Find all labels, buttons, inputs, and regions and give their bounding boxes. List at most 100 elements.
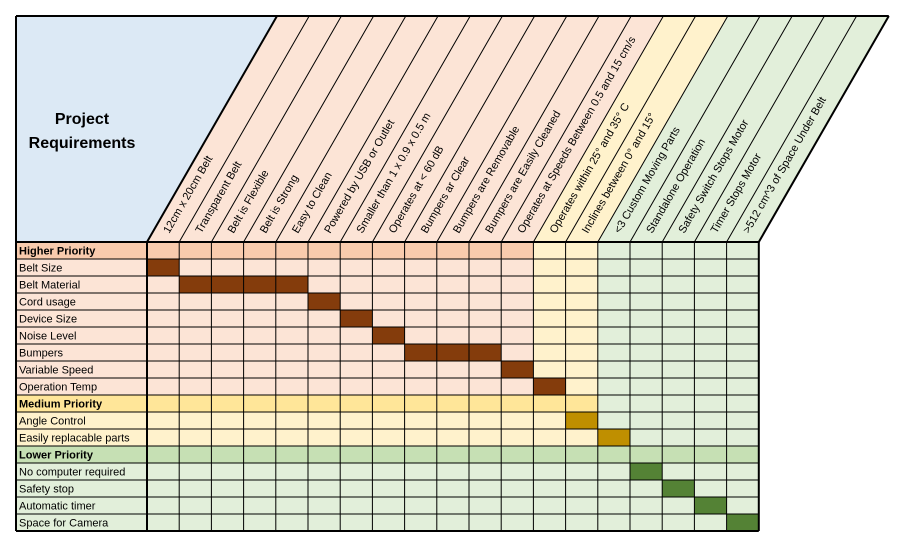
- relationship-mark: [243, 276, 276, 293]
- row-label: Automatic timer: [19, 501, 96, 513]
- matrix-cell: [179, 310, 212, 327]
- row-label-bg: [16, 361, 147, 378]
- matrix-cell: [565, 378, 598, 395]
- matrix-cell: [662, 429, 695, 446]
- matrix-cell: [630, 497, 663, 514]
- header-divider: [436, 15, 568, 243]
- matrix-cell: [436, 293, 469, 310]
- matrix-cell: [404, 514, 437, 531]
- matrix-cell: [243, 480, 276, 497]
- matrix-cell: [436, 276, 469, 293]
- row-label-bg: [16, 480, 147, 497]
- matrix-cell: [726, 497, 759, 514]
- matrix-cell: [662, 259, 695, 276]
- matrix-cell: [372, 480, 405, 497]
- header-divider: [726, 15, 858, 243]
- matrix-cell: [533, 361, 566, 378]
- matrix-cell: [501, 327, 534, 344]
- matrix-cell: [694, 429, 727, 446]
- matrix-cell: [501, 463, 534, 480]
- matrix-cell: [308, 446, 341, 463]
- row-label: Easily replacable parts: [19, 433, 130, 445]
- matrix-cell: [726, 293, 759, 310]
- matrix-cell: [501, 480, 534, 497]
- matrix-cell: [340, 344, 373, 361]
- matrix-cell: [565, 514, 598, 531]
- matrix-cell: [662, 310, 695, 327]
- matrix-cell: [726, 395, 759, 412]
- matrix-cell: [211, 497, 244, 514]
- matrix-cell: [340, 327, 373, 344]
- matrix-cell: [469, 463, 502, 480]
- matrix-cell: [630, 412, 663, 429]
- priority-header-bg: [16, 242, 147, 259]
- row-label: Device Size: [19, 314, 77, 326]
- matrix-cell: [662, 446, 695, 463]
- matrix-cell: [372, 242, 405, 259]
- matrix-cell: [436, 310, 469, 327]
- matrix-cell: [597, 259, 630, 276]
- matrix-cell: [179, 327, 212, 344]
- matrix-cell: [308, 259, 341, 276]
- column-header-band: [630, 16, 793, 242]
- matrix-cell: [501, 310, 534, 327]
- header-divider: [597, 15, 729, 243]
- matrix-cell: [662, 395, 695, 412]
- matrix-cell: [436, 259, 469, 276]
- matrix-cell: [372, 412, 405, 429]
- matrix-cell: [630, 259, 663, 276]
- matrix-cell: [308, 429, 341, 446]
- matrix-cell: [243, 395, 276, 412]
- header-divider: [146, 15, 278, 243]
- matrix-cell: [308, 480, 341, 497]
- matrix-cell: [694, 361, 727, 378]
- matrix-cell: [597, 514, 630, 531]
- matrix-cell: [533, 259, 566, 276]
- header-divider: [565, 15, 697, 243]
- matrix-cell: [630, 293, 663, 310]
- matrix-cell: [662, 378, 695, 395]
- header-divider: [307, 15, 439, 243]
- matrix-cell: [340, 242, 373, 259]
- matrix-cell: [597, 242, 630, 259]
- matrix-cell: [501, 412, 534, 429]
- matrix-cell: [726, 480, 759, 497]
- matrix-cell: [275, 480, 308, 497]
- matrix-cell: [436, 395, 469, 412]
- header-divider: [661, 15, 793, 243]
- matrix-cell: [147, 412, 180, 429]
- matrix-cell: [436, 446, 469, 463]
- matrix-cell: [340, 514, 373, 531]
- matrix-cell: [469, 446, 502, 463]
- matrix-cell: [597, 327, 630, 344]
- matrix-cell: [469, 395, 502, 412]
- matrix-cell: [533, 446, 566, 463]
- matrix-cell: [694, 463, 727, 480]
- matrix-cell: [340, 378, 373, 395]
- matrix-cell: [147, 242, 180, 259]
- matrix-cell: [501, 344, 534, 361]
- matrix-cell: [275, 293, 308, 310]
- matrix-cell: [404, 310, 437, 327]
- column-header-band: [726, 16, 889, 242]
- matrix-cell: [469, 412, 502, 429]
- matrix-cell: [211, 429, 244, 446]
- matrix-cell: [275, 395, 308, 412]
- row-label: Belt Size: [19, 263, 62, 275]
- matrix-cell: [469, 480, 502, 497]
- matrix-cell: [243, 463, 276, 480]
- matrix-cell: [211, 378, 244, 395]
- matrix-cell: [726, 361, 759, 378]
- matrix-cell: [726, 242, 759, 259]
- matrix-cell: [533, 242, 566, 259]
- matrix-cell: [275, 259, 308, 276]
- matrix-cell: [211, 310, 244, 327]
- matrix-cell: [179, 293, 212, 310]
- matrix-cell: [630, 310, 663, 327]
- matrix-cell: [469, 242, 502, 259]
- matrix-cell: [469, 497, 502, 514]
- matrix-cell: [630, 395, 663, 412]
- matrix-cell: [630, 429, 663, 446]
- relationship-mark: [630, 463, 663, 480]
- matrix-cell: [147, 344, 180, 361]
